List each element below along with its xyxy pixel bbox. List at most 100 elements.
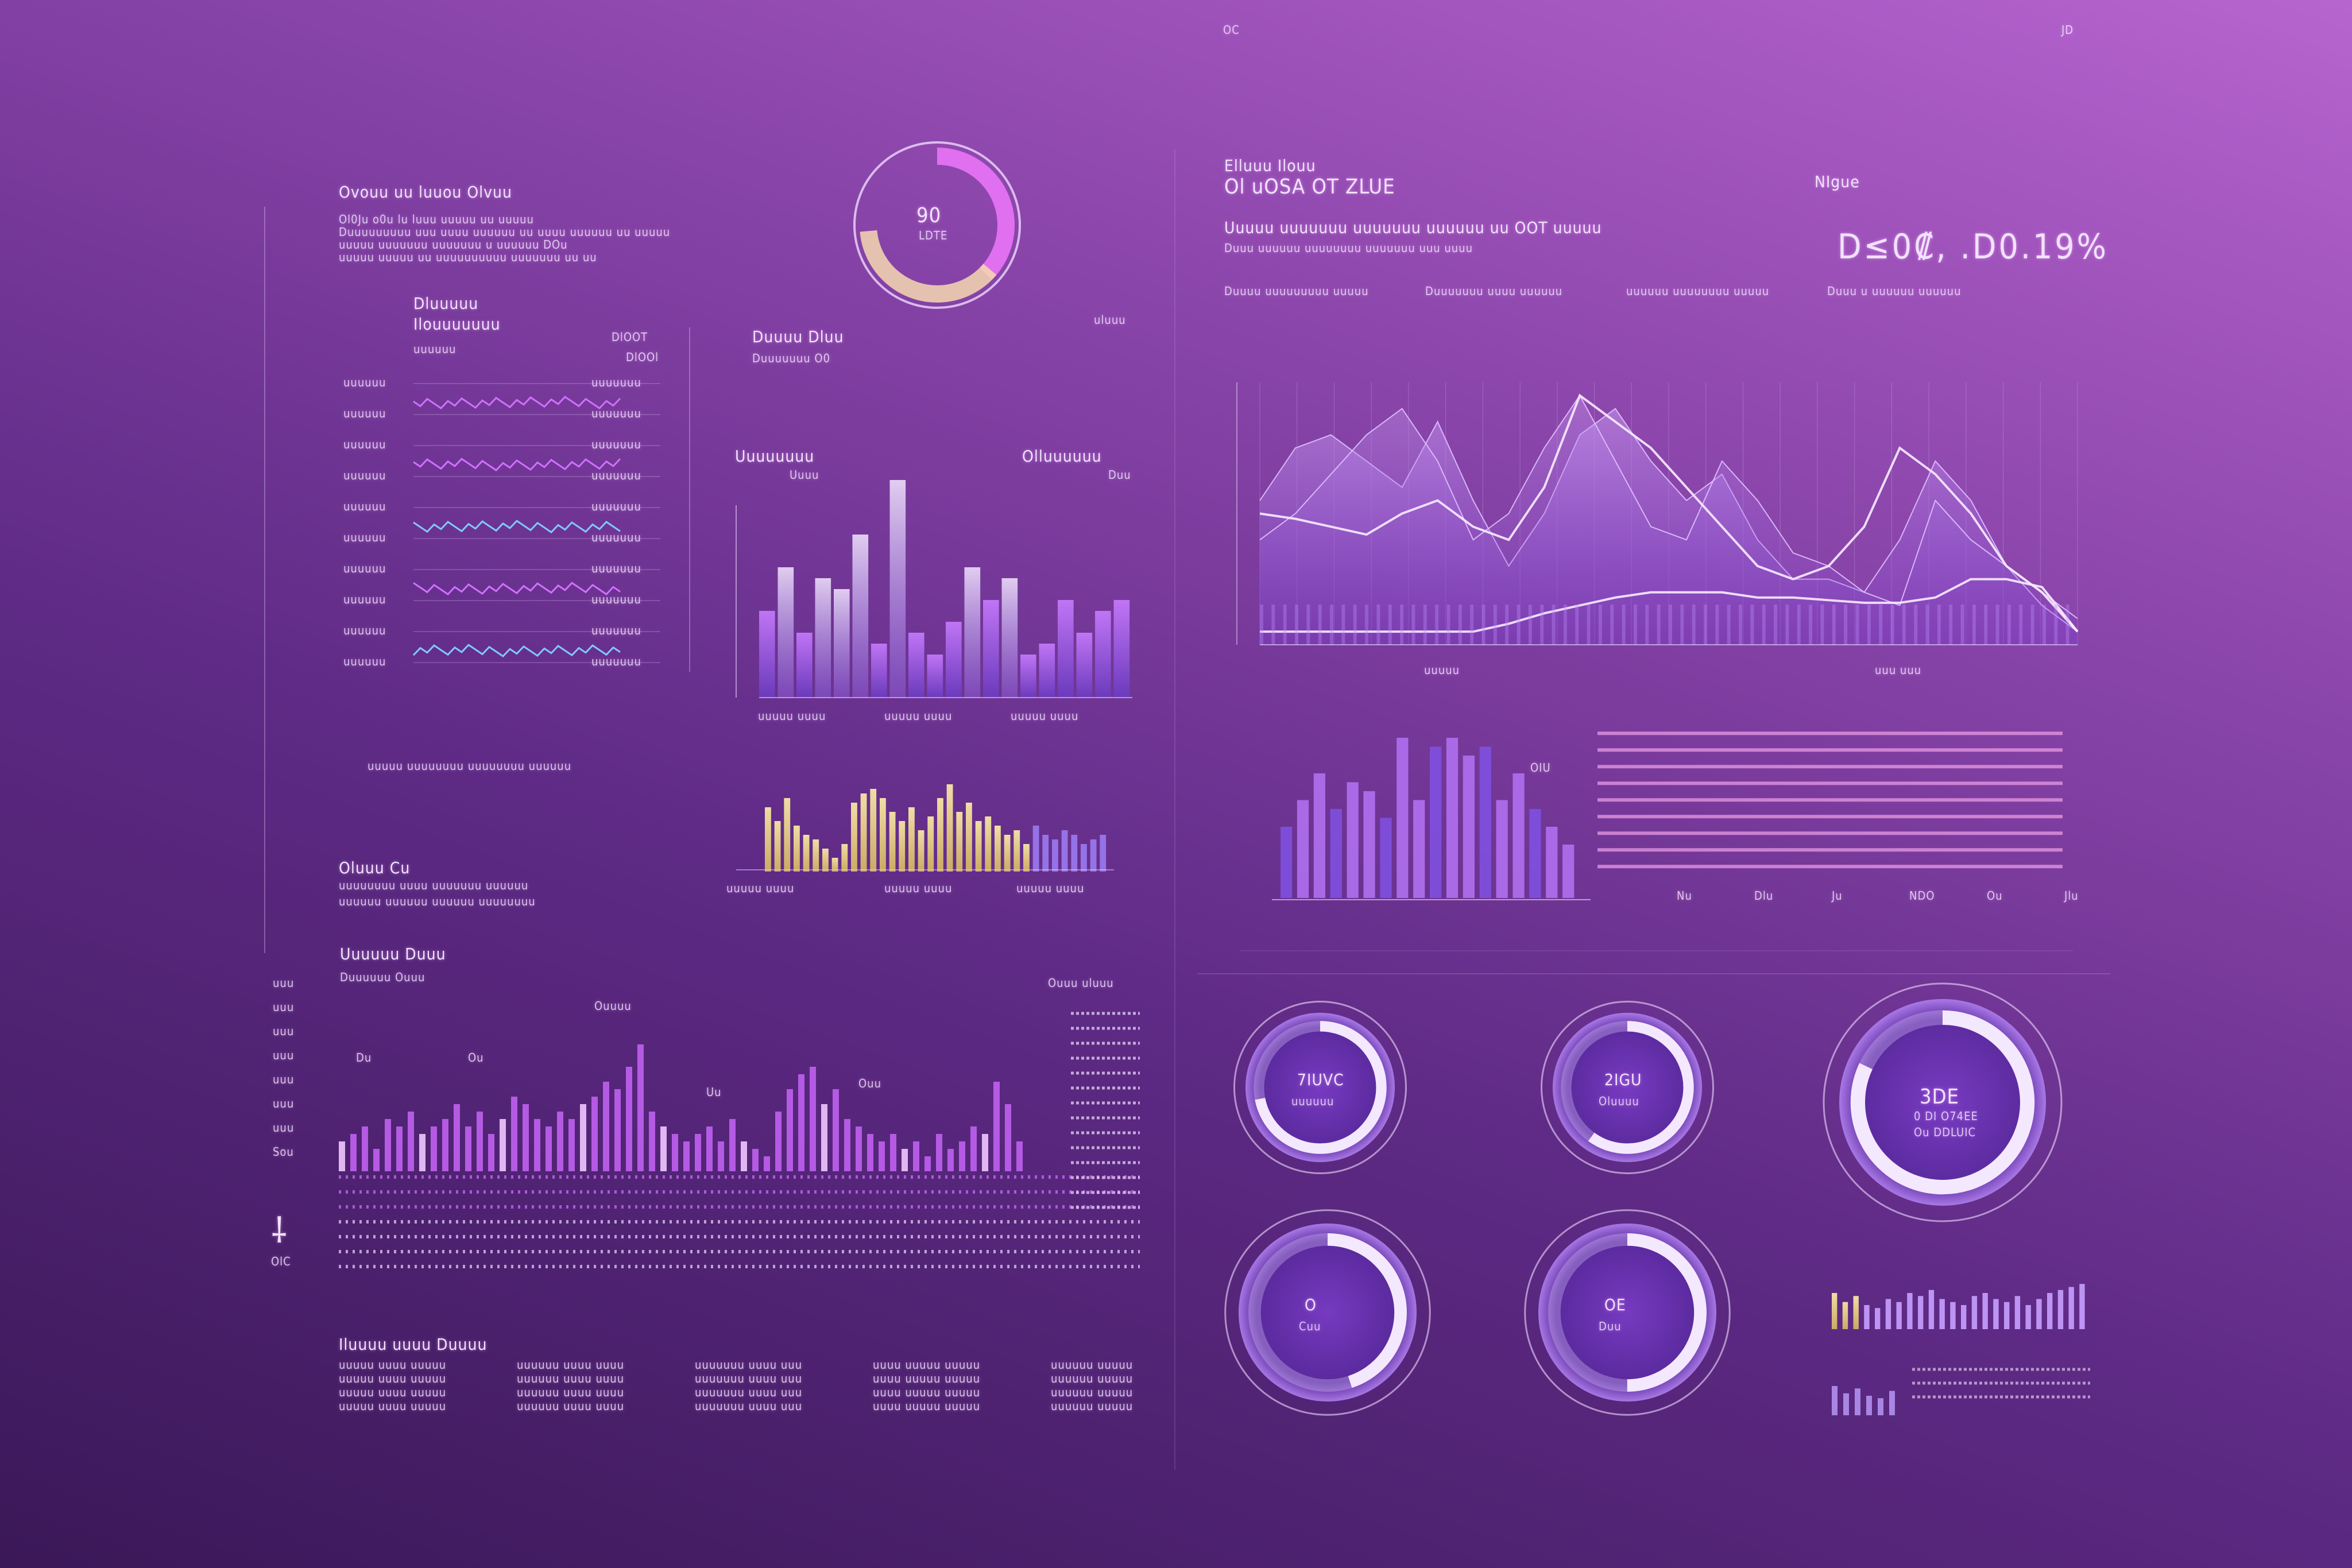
bar (831, 858, 838, 872)
chart-title: Olluuuuuu (1022, 447, 1102, 466)
chart-subtitle: Duu (1108, 468, 1131, 482)
bar (1842, 1302, 1848, 1329)
bar (683, 1141, 690, 1171)
bar (511, 1097, 517, 1171)
area-chart (1236, 382, 2079, 645)
bar (1413, 800, 1425, 898)
baseline-bar (1680, 605, 1684, 645)
baseline-bar (1376, 605, 1380, 645)
right-title: Ol uOSA OT ZLUE (1224, 175, 1395, 199)
footer-text: uuuu uuuuu uuuuu (873, 1372, 981, 1385)
bottom-right-label: Ouuu uluuu (1048, 976, 1114, 990)
row-label: uuuuuu (343, 438, 386, 451)
line-series (1260, 578, 2079, 633)
bar (1864, 1305, 1870, 1329)
bar (660, 1126, 667, 1171)
baseline-bar (2065, 605, 2069, 645)
bar (500, 1119, 506, 1171)
bar (1100, 835, 1107, 872)
chart-label: uuuuu uuuu (758, 709, 826, 723)
bar (834, 589, 850, 698)
footer-title: Iluuuu uuuu Duuuu (339, 1335, 488, 1354)
donut-label: uuuuuu (1291, 1094, 1334, 1108)
list-header: DlOOT (612, 330, 648, 344)
bar (983, 600, 999, 698)
row-label: uuuuuu (343, 500, 386, 513)
bar (1832, 1293, 1838, 1329)
divider (1174, 149, 1175, 1470)
bar (2047, 1293, 2053, 1329)
bar (1843, 1393, 1849, 1415)
bar (1061, 830, 1068, 872)
gauge-fill (860, 148, 1015, 303)
baseline-bar (1622, 605, 1626, 645)
footer-text: uuuuuu uuuuu (1051, 1385, 1134, 1399)
row-label: uuuuuu (343, 469, 386, 482)
donut-fill (1561, 1021, 1694, 1154)
footer-text: uuuuu uuuu uuuuu (339, 1358, 447, 1372)
bar (1330, 809, 1342, 898)
bar (956, 812, 963, 872)
bar (851, 803, 857, 872)
bar (408, 1112, 414, 1171)
tick-label: Nu (1677, 889, 1692, 903)
donut-disc (1245, 1013, 1395, 1162)
desc-line: Ol0Ju o0u lu luuu uuuuu uu uuuuu (339, 212, 534, 226)
donut-fill (1850, 1010, 2035, 1195)
bar (1347, 782, 1359, 898)
bar (695, 1134, 701, 1171)
bar (718, 1141, 724, 1171)
bar (937, 798, 943, 872)
bar (454, 1104, 460, 1171)
bar (2068, 1287, 2074, 1329)
right-desc: Duuu uuuuuu uuuuuuuu uuuuuuu uuu uuuu (1224, 241, 1473, 255)
bar (1076, 633, 1093, 698)
bar (2004, 1302, 2010, 1329)
baseline-bar (1984, 605, 1988, 645)
baseline-bar (1715, 605, 1719, 645)
bar (1001, 578, 1018, 698)
bar (580, 1104, 586, 1171)
bar (1281, 827, 1293, 898)
logo-caption: OlC (271, 1255, 291, 1268)
bottom-bar-chart (339, 1012, 1140, 1268)
donut-label: 0 DI O74EE (1914, 1109, 1978, 1123)
bar (803, 835, 810, 872)
baseline-bar (1493, 605, 1497, 645)
baseline-bar (1598, 605, 1602, 645)
bar (568, 1119, 575, 1171)
bar (889, 480, 906, 698)
bar (924, 1156, 931, 1171)
donut-ring (1233, 1001, 1407, 1174)
divider (1197, 973, 2110, 974)
bar (1042, 835, 1049, 872)
bar (1479, 746, 1491, 898)
bar (784, 798, 791, 872)
divider (264, 207, 265, 953)
baseline-bar (2054, 605, 2058, 645)
bar (759, 611, 775, 698)
baseline-bar (1879, 605, 1883, 645)
bar (1889, 1391, 1895, 1415)
baseline-bar (1995, 605, 1999, 645)
donut-sublabel: Ou DDLUIC (1914, 1125, 1976, 1139)
bar (373, 1149, 380, 1171)
bar (794, 826, 800, 872)
bar (2079, 1284, 2085, 1329)
baseline-bar (1960, 605, 1964, 645)
baseline-bar (1855, 605, 1859, 645)
baseline-bar (1517, 605, 1521, 645)
baseline-bar (1365, 605, 1369, 645)
bar (1512, 773, 1525, 898)
bar (2025, 1305, 2031, 1329)
baseline-bar (1423, 605, 1427, 645)
bar (993, 1082, 1000, 1171)
baseline-bar (1400, 605, 1404, 645)
mid-title: Duuuu Dluu (752, 327, 844, 346)
row-label: uuuuuu (343, 655, 386, 668)
footer-text: uuuuuuu uuuu uuu (695, 1399, 803, 1413)
row-value: uuuuuuu (591, 562, 641, 575)
baseline-bar (2019, 605, 2023, 645)
bar (1853, 1296, 1859, 1329)
info-col: Duuuu uuuuuuuuu uuuuu (1224, 284, 1369, 298)
